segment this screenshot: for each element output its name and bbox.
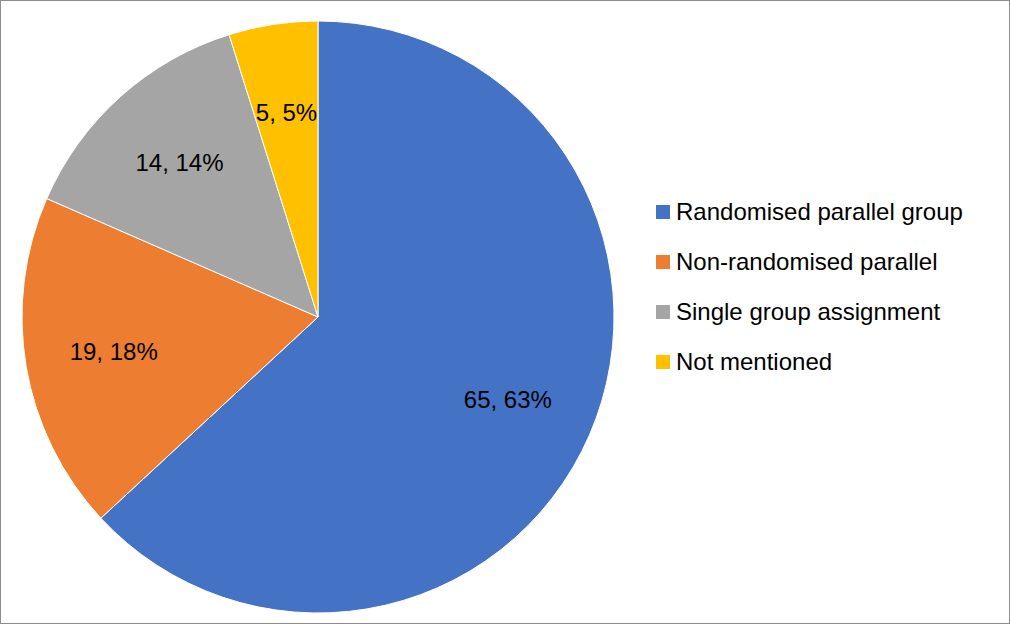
html-text:Randomised parallel group: Randomised parallel group	[676, 198, 963, 225]
html-text:Non-randomised parallel: Non-randomised parallel	[676, 248, 938, 275]
svg-text:14, 14%: 14, 14%	[135, 149, 223, 176]
html-text:Single group assignment: Single group assignment	[676, 298, 941, 325]
svg-text:65, 63%: 65, 63%	[464, 386, 552, 413]
svg-text:5, 5%: 5, 5%	[256, 99, 317, 126]
html-text:Not mentioned: Not mentioned	[676, 348, 833, 375]
svg-text:19, 18%: 19, 18%	[70, 338, 158, 365]
